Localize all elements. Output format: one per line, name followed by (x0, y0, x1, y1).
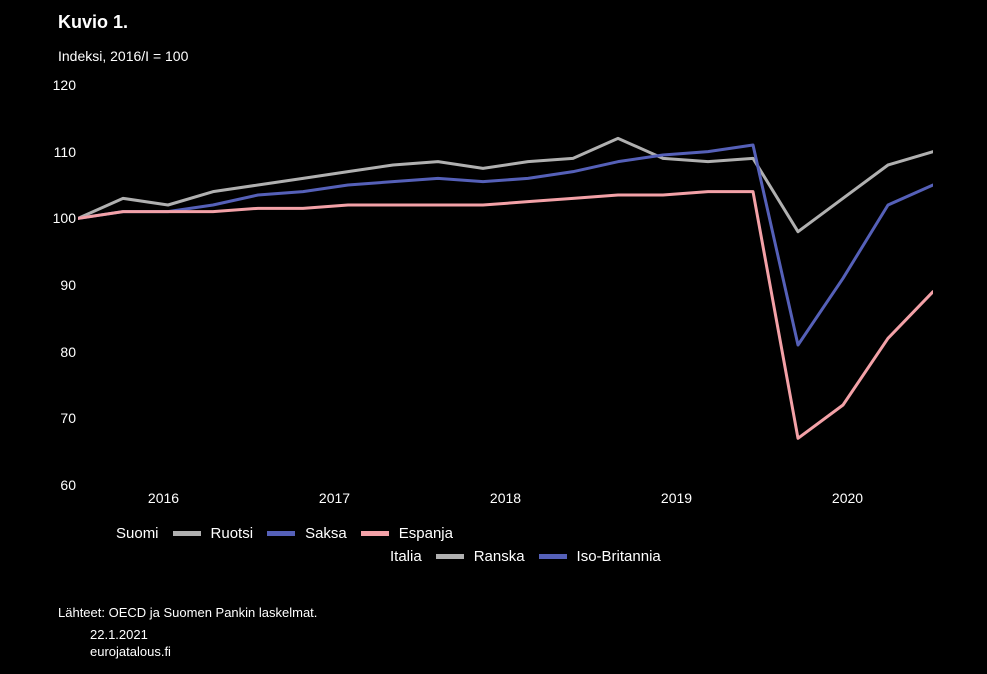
legend-swatch (267, 531, 295, 536)
legend-label: Ranska (474, 548, 525, 565)
watermark-text: eurojatalous.fi (90, 644, 171, 659)
y-axis-ticks: 60708090100110120 (38, 85, 76, 485)
y-tick-label: 100 (53, 210, 76, 226)
legend-label: Iso-Britannia (577, 548, 661, 565)
x-tick-label: 2020 (832, 490, 863, 506)
x-tick-label: 2017 (319, 490, 350, 506)
date-text: 22.1.2021 (90, 627, 148, 642)
legend-row: Italia Ranska Iso-Britannia (78, 548, 933, 565)
legend-swatch (361, 531, 389, 536)
legend-label: Ruotsi (211, 525, 254, 542)
legend-row: Suomi Ruotsi Saksa Espanja (78, 525, 933, 542)
x-tick-label: 2019 (661, 490, 692, 506)
y-tick-label: 90 (60, 277, 76, 293)
legend-label: Suomi (116, 525, 159, 542)
legend-label: Espanja (399, 525, 453, 542)
y-tick-label: 60 (60, 477, 76, 493)
line-chart-svg (78, 85, 933, 485)
y-tick-label: 120 (53, 77, 76, 93)
legend: Suomi Ruotsi Saksa Espanja Italia Ranska Iso-B… (78, 525, 933, 571)
legend-swatch (436, 554, 464, 559)
x-tick-label: 2016 (148, 490, 179, 506)
y-tick-label: 110 (54, 144, 76, 160)
legend-item: Italia (352, 548, 422, 565)
legend-swatch (78, 531, 106, 536)
legend-label: Italia (390, 548, 422, 565)
legend-swatch (352, 554, 380, 559)
legend-swatch (539, 554, 567, 559)
legend-label: Saksa (305, 525, 347, 542)
legend-item: Saksa (267, 525, 347, 542)
y-tick-label: 70 (60, 410, 76, 426)
legend-item: Espanja (361, 525, 453, 542)
x-tick-label: 2018 (490, 490, 521, 506)
legend-item: Suomi (78, 525, 159, 542)
legend-item: Iso-Britannia (539, 548, 661, 565)
source-text: Lähteet: OECD ja Suomen Pankin laskelmat… (58, 605, 317, 620)
y-axis-label: Indeksi, 2016/I = 100 (58, 48, 188, 64)
legend-item: Ranska (436, 548, 525, 565)
y-tick-label: 80 (60, 344, 76, 360)
plot-area (78, 85, 933, 485)
x-axis-ticks: 2016 2017 2018 2019 2020 (78, 490, 933, 510)
legend-swatch (173, 531, 201, 536)
chart-title: Kuvio 1. (58, 12, 128, 33)
chart-container: Kuvio 1. Indeksi, 2016/I = 100 60 70 80 90 1… (0, 0, 987, 674)
legend-item: Ruotsi (173, 525, 254, 542)
